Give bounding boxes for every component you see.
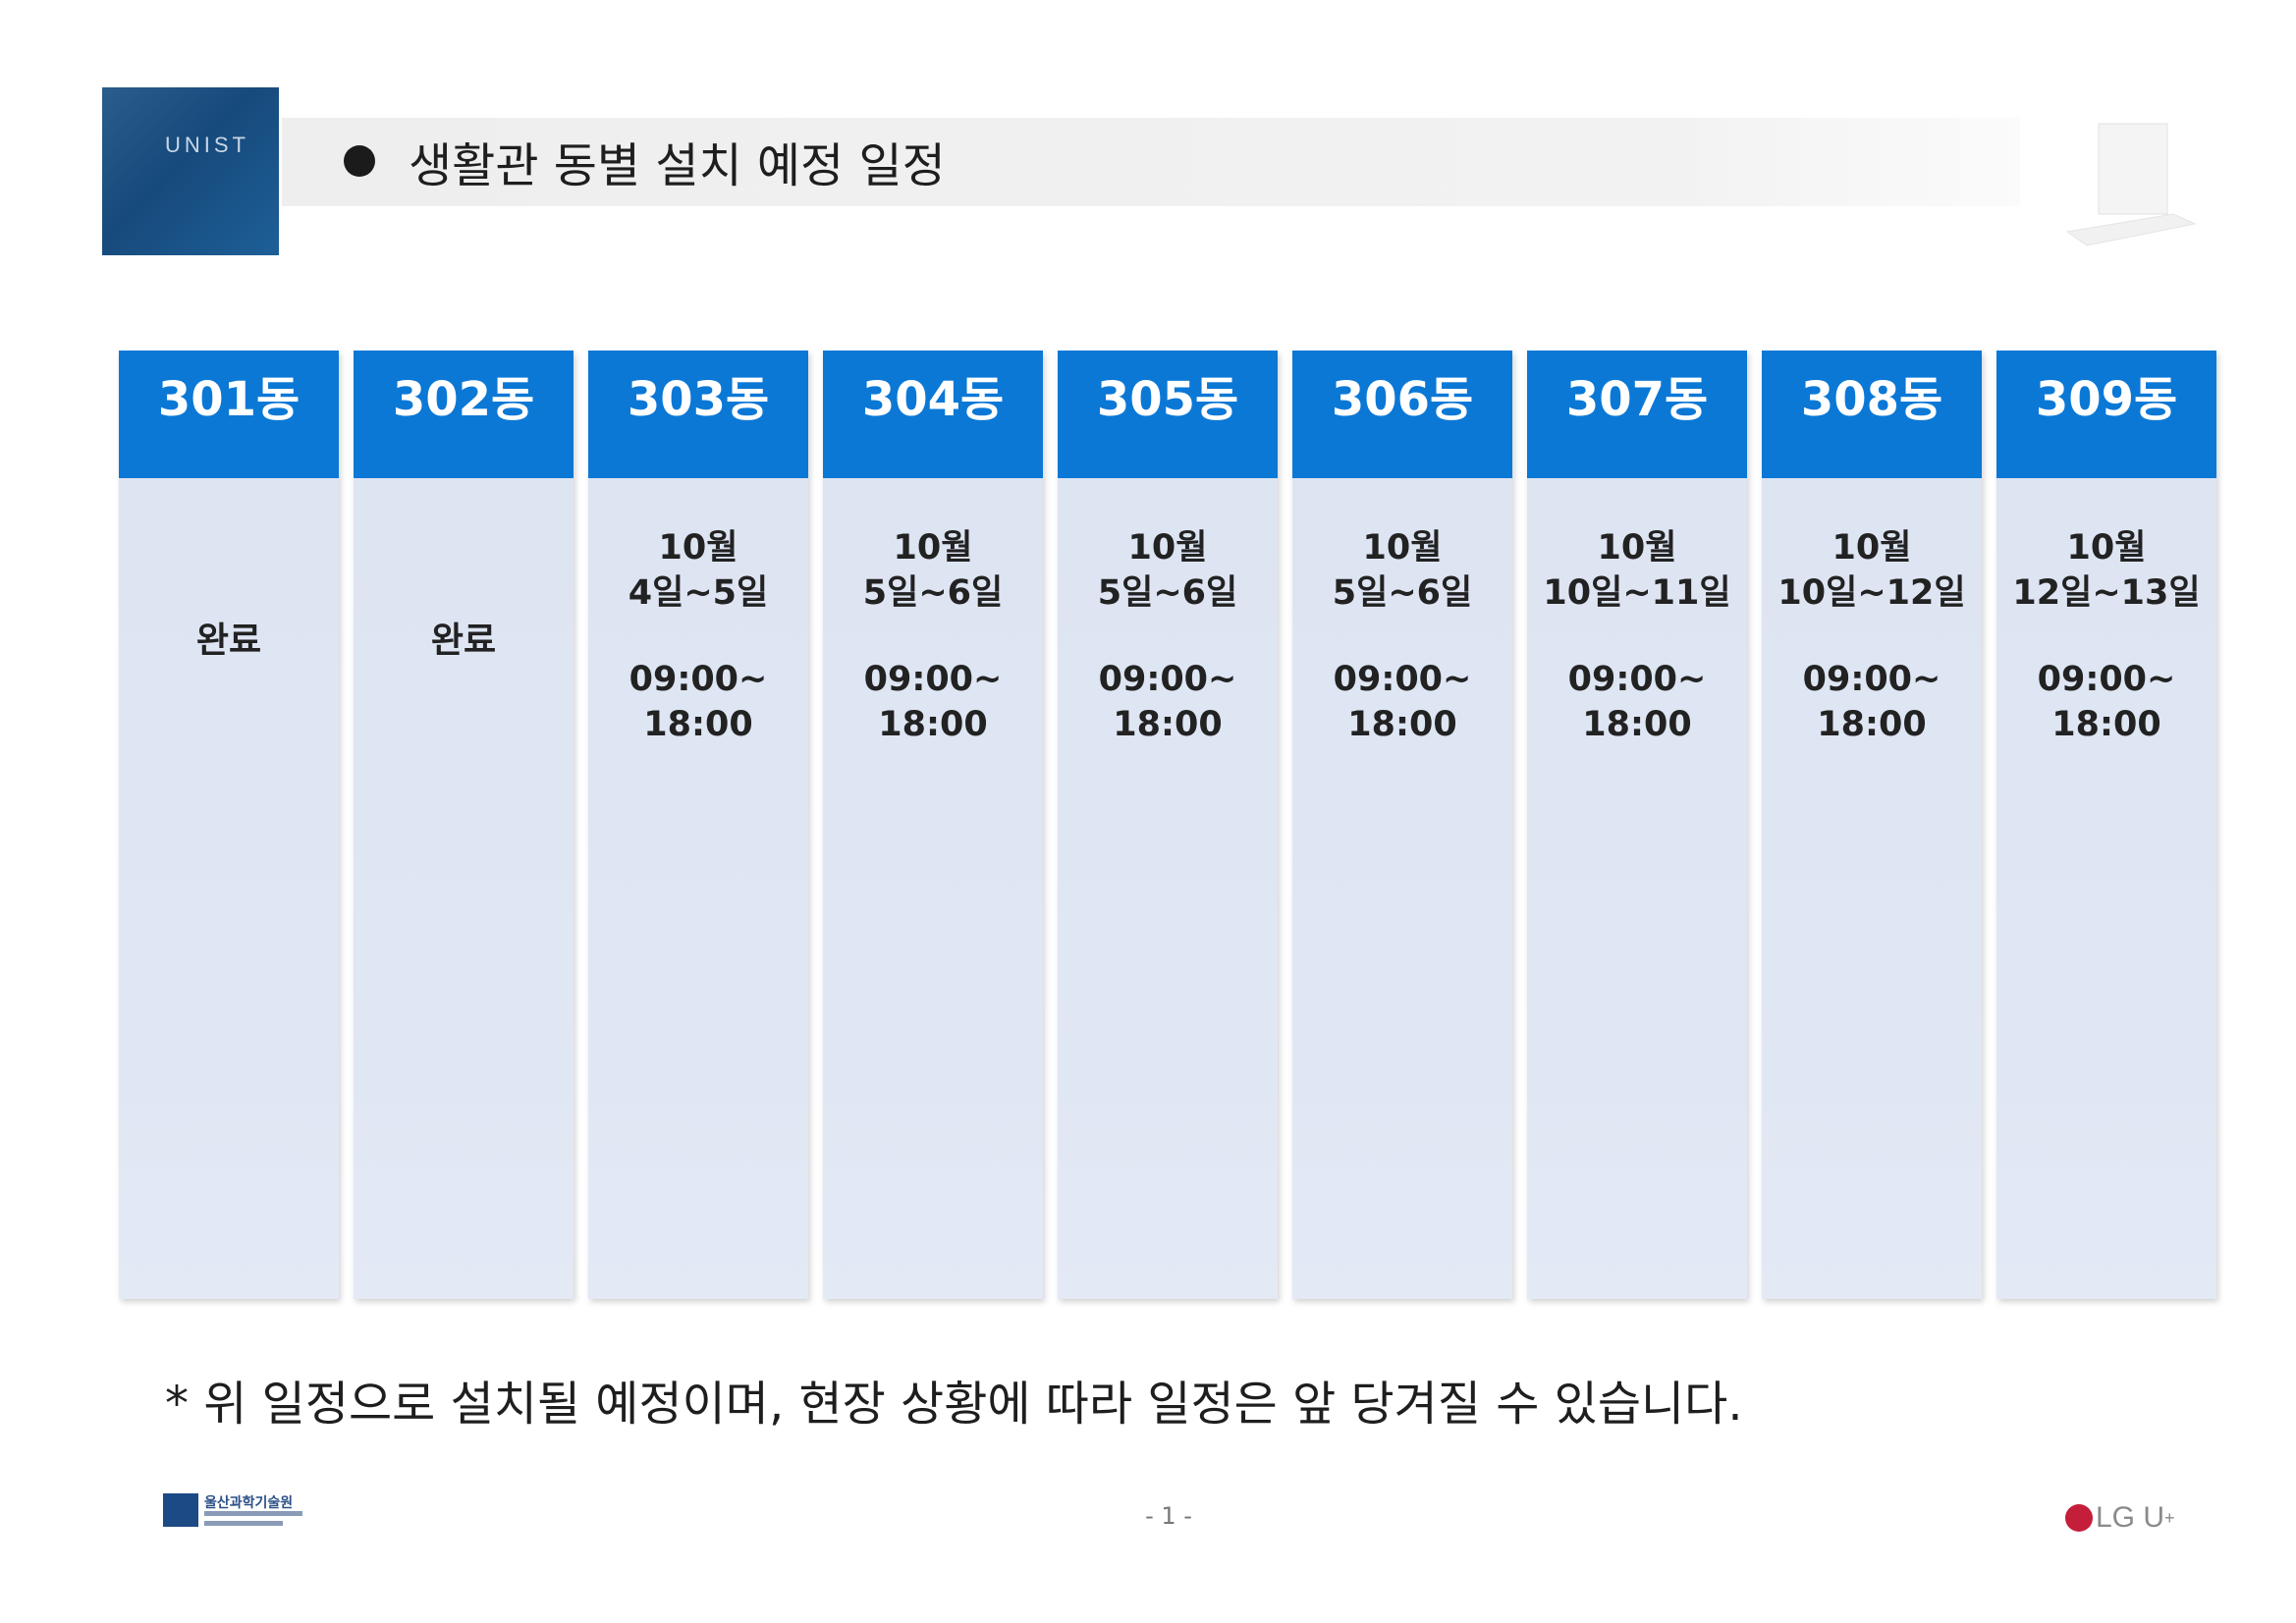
- schedule-time-start: 09:00~: [863, 660, 1003, 699]
- footer-org-name: 울산과학기술원: [204, 1495, 294, 1511]
- schedule-cell: 완료: [354, 478, 574, 1299]
- building-header: 307동: [1527, 351, 1747, 478]
- schedule-time-end: 18:00: [1113, 705, 1223, 744]
- building-header: 304동: [823, 351, 1043, 478]
- title-bar: [282, 118, 2020, 206]
- schedule-month: 10월: [1127, 528, 1208, 568]
- building-header: 309동: [1996, 351, 2216, 478]
- page-title-text: 생활관 동별 설치 예정 일정: [409, 138, 946, 193]
- schedule-month: 10월: [1362, 528, 1443, 568]
- unist-footer-mark-icon: [163, 1493, 198, 1527]
- laptop-decoration-icon: [2065, 123, 2197, 246]
- schedule-note: * 위 일정으로 설치될 예정이며, 현장 상황에 따라 일정은 앞 당겨질 수…: [165, 1377, 1743, 1432]
- building-header: 308동: [1762, 351, 1982, 478]
- schedule-days: 5일~6일: [1097, 573, 1238, 613]
- schedule-cell: 10월 10일~12일 09:00~ 18:00: [1762, 478, 1982, 1299]
- schedule-days: 5일~6일: [1332, 573, 1473, 613]
- building-header: 301동: [119, 351, 339, 478]
- schedule-cell: 10월 12일~13일 09:00~ 18:00: [1996, 478, 2216, 1299]
- unist-footer-logo: 울산과학기술원: [163, 1493, 320, 1531]
- schedule-time-start: 09:00~: [1333, 660, 1472, 699]
- schedule-column-307: 307동 10월 10일~11일 09:00~ 18:00: [1527, 351, 1747, 1299]
- schedule-cell: 완료: [119, 478, 339, 1299]
- schedule-days: 10일~11일: [1543, 573, 1731, 613]
- schedule-month: 10월: [1597, 528, 1677, 568]
- schedule-cell: 10월 10일~11일 09:00~ 18:00: [1527, 478, 1747, 1299]
- schedule-column-306: 306동 10월 5일~6일 09:00~ 18:00: [1292, 351, 1512, 1299]
- lg-logo-icon: [2065, 1504, 2093, 1532]
- schedule-column-309: 309동 10월 12일~13일 09:00~ 18:00: [1996, 351, 2216, 1299]
- schedule-days: 12일~13일: [2012, 573, 2201, 613]
- building-header: 303동: [588, 351, 808, 478]
- building-header: 305동: [1058, 351, 1278, 478]
- page-title: 생활관 동별 설치 예정 일정: [344, 122, 946, 200]
- schedule-cell: 10월 5일~6일 09:00~ 18:00: [1292, 478, 1512, 1299]
- schedule-time-end: 18:00: [2051, 705, 2161, 744]
- schedule-column-305: 305동 10월 5일~6일 09:00~ 18:00: [1058, 351, 1278, 1299]
- schedule-month: 10월: [2066, 528, 2147, 568]
- schedule-column-303: 303동 10월 4일~5일 09:00~ 18:00: [588, 351, 808, 1299]
- schedule-days: 4일~5일: [628, 573, 769, 613]
- building-header: 302동: [354, 351, 574, 478]
- schedule-column-301: 301동 완료: [119, 351, 339, 1299]
- schedule-time-end: 18:00: [643, 705, 753, 744]
- lg-uplus-logo: LG U +: [2065, 1498, 2175, 1538]
- unist-logo: UNIST: [102, 87, 279, 255]
- unist-logo-text: UNIST: [165, 133, 249, 157]
- schedule-month: 10월: [658, 528, 738, 568]
- schedule-month: 10월: [893, 528, 973, 568]
- schedule-time-start: 09:00~: [629, 660, 768, 699]
- schedule-cell: 10월 4일~5일 09:00~ 18:00: [588, 478, 808, 1299]
- lg-logo-sup: +: [2164, 1507, 2175, 1528]
- schedule-time-start: 09:00~: [1802, 660, 1941, 699]
- schedule-table: 301동 완료 302동 완료 303동 10월 4일~5일 09:00~ 18…: [119, 351, 2216, 1299]
- schedule-cell: 10월 5일~6일 09:00~ 18:00: [823, 478, 1043, 1299]
- building-header: 306동: [1292, 351, 1512, 478]
- schedule-column-302: 302동 완료: [354, 351, 574, 1299]
- schedule-time-end: 18:00: [1582, 705, 1692, 744]
- schedule-time-end: 18:00: [1817, 705, 1927, 744]
- schedule-time-end: 18:00: [878, 705, 988, 744]
- schedule-column-308: 308동 10월 10일~12일 09:00~ 18:00: [1762, 351, 1982, 1299]
- schedule-time-start: 09:00~: [1098, 660, 1237, 699]
- schedule-time-start: 09:00~: [1567, 660, 1707, 699]
- schedule-time-start: 09:00~: [2037, 660, 2176, 699]
- page-number: - 1 -: [1145, 1502, 1192, 1530]
- status-text: 완료: [430, 621, 497, 661]
- bullet-icon: [344, 145, 375, 177]
- schedule-column-304: 304동 10월 5일~6일 09:00~ 18:00: [823, 351, 1043, 1299]
- schedule-month: 10월: [1831, 528, 1912, 568]
- schedule-days: 10일~12일: [1777, 573, 1966, 613]
- schedule-days: 5일~6일: [862, 573, 1004, 613]
- schedule-time-end: 18:00: [1347, 705, 1457, 744]
- schedule-cell: 10월 5일~6일 09:00~ 18:00: [1058, 478, 1278, 1299]
- status-text: 완료: [195, 621, 262, 661]
- lg-logo-text: LG U: [2096, 1501, 2165, 1534]
